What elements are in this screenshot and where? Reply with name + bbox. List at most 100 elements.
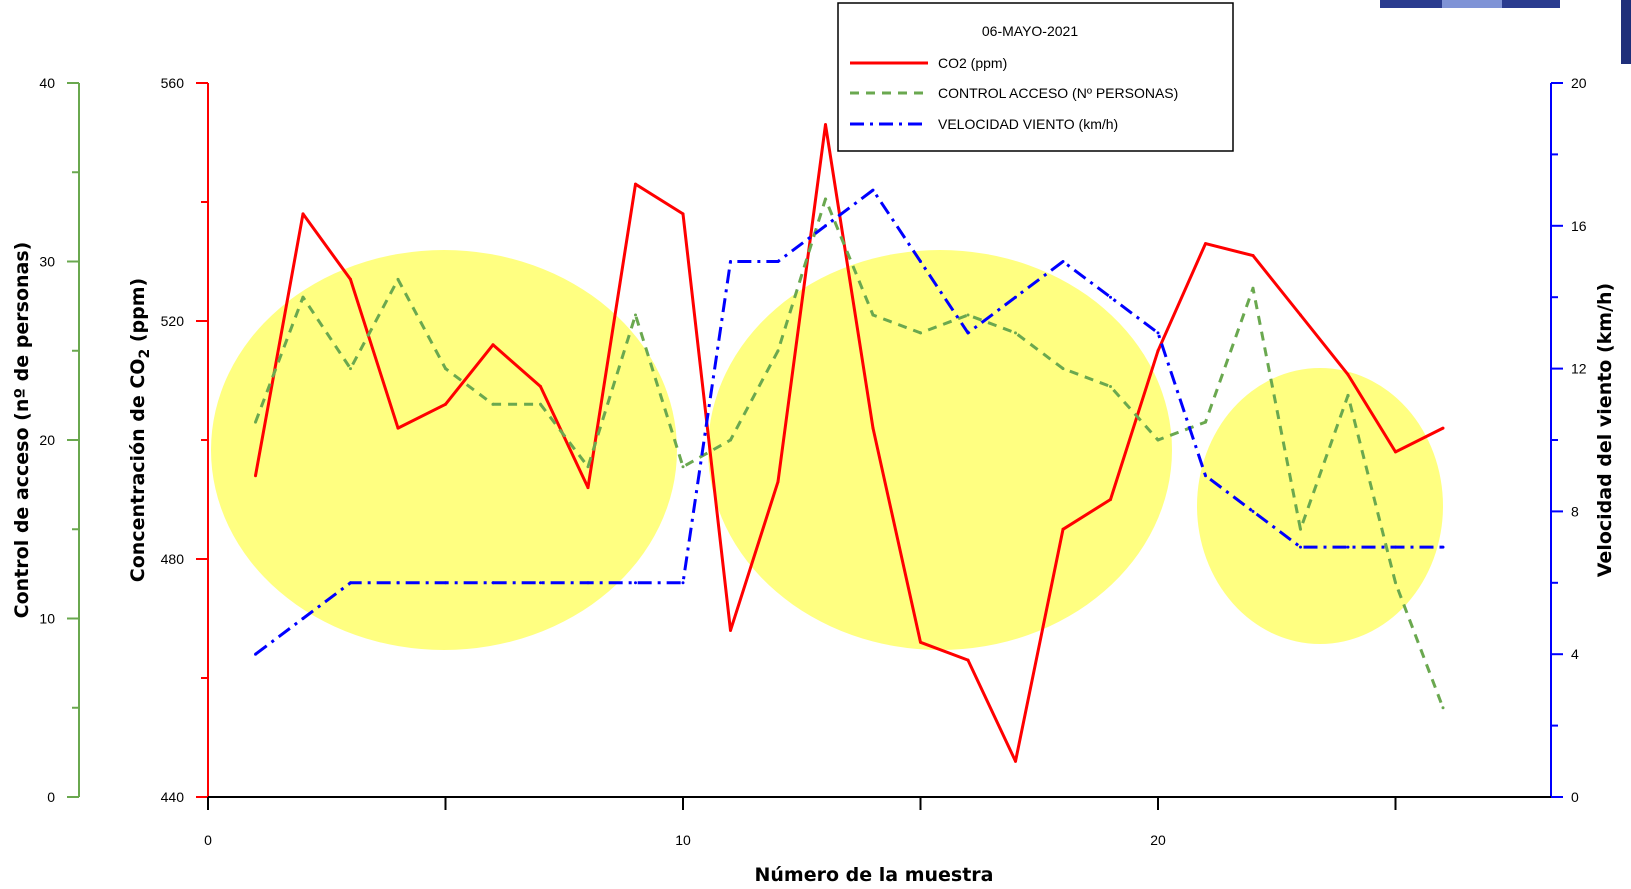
co2-tick-label: 520 [161, 313, 185, 329]
data-point-acceso [1109, 384, 1112, 388]
data-point-co2 [1346, 373, 1350, 377]
data-point-viento [1299, 545, 1302, 549]
data-point-acceso [729, 438, 732, 442]
co2-tick-label: 480 [161, 551, 185, 567]
data-point-acceso [1441, 706, 1445, 710]
x-axis-title: Número de la muestra [755, 864, 994, 886]
data-point-co2 [1014, 759, 1017, 763]
tick-labels: 0 10 20 30 40 440 480 520 560 0 4 8 12 16 20 0 10 20 [39, 75, 1586, 848]
data-point-co2 [254, 474, 257, 478]
legend-label-co2: CO2 (ppm) [938, 55, 1007, 71]
left-inner-axis-title: Concentración de CO2 (ppm) [127, 278, 153, 582]
data-point-acceso [444, 367, 447, 371]
data-point-viento [1204, 474, 1207, 478]
data-point-viento [634, 581, 637, 585]
data-point-co2 [1204, 242, 1207, 246]
viento-tick-label: 20 [1571, 75, 1587, 91]
series-line-co2 [254, 123, 1444, 763]
co2-axis-title-end: (ppm) [127, 278, 149, 349]
viento-tick-label: 12 [1571, 361, 1587, 377]
right-axis-title: Velocidad del viento (km/h) [1594, 283, 1616, 577]
acceso-tick-label: 20 [39, 432, 55, 448]
data-point-viento [1156, 331, 1160, 335]
data-point-co2 [539, 384, 542, 388]
data-point-acceso [1346, 393, 1350, 397]
data-point-co2 [1061, 527, 1065, 531]
data-point-acceso [824, 197, 827, 201]
acceso-tick-label: 10 [39, 611, 55, 627]
data-point-acceso [1061, 367, 1065, 371]
data-point-acceso [254, 420, 257, 424]
axes [67, 82, 1563, 810]
corner-decoration [1380, 0, 1631, 64]
data-point-viento [1441, 545, 1445, 549]
co2-axis-title-sub: 2 [137, 349, 153, 359]
data-point-co2 [776, 480, 780, 484]
data-point-viento [1251, 509, 1255, 513]
data-point-co2 [681, 212, 685, 216]
data-point-acceso [349, 367, 352, 371]
data-point-acceso [634, 313, 637, 317]
data-point-acceso [586, 465, 590, 469]
data-point-viento [491, 581, 495, 585]
data-point-viento [681, 581, 685, 585]
data-point-acceso [491, 402, 495, 406]
data-point-acceso [301, 295, 305, 299]
data-point-co2 [301, 212, 305, 216]
data-point-co2 [586, 486, 590, 490]
viento-tick-label: 16 [1571, 218, 1587, 234]
data-point-viento [1014, 295, 1017, 299]
series-lines [254, 123, 1445, 763]
left-outer-axis-title: Control de acceso (nº de personas) [11, 242, 33, 619]
data-point-co2 [444, 402, 447, 406]
legend-box [837, 2, 1234, 152]
data-point-co2 [634, 182, 637, 186]
data-point-acceso [966, 313, 970, 317]
data-point-viento [966, 331, 970, 335]
data-point-co2 [824, 123, 827, 127]
x-tick-label: 0 [204, 832, 212, 848]
data-point-acceso [396, 277, 400, 281]
data-point-viento [396, 581, 400, 585]
data-point-acceso [1156, 438, 1160, 442]
data-point-co2 [919, 640, 922, 644]
data-point-acceso [776, 349, 780, 353]
highlight-ellipse [708, 250, 1172, 650]
acceso-tick-label: 40 [39, 75, 55, 91]
data-point-co2 [349, 277, 352, 281]
legend-title: 06-MAYO-2021 [982, 23, 1078, 39]
data-point-acceso [1204, 420, 1207, 424]
data-point-viento [444, 581, 447, 585]
data-point-acceso [919, 331, 922, 335]
acceso-tick-label: 30 [39, 254, 55, 270]
data-point-co2 [1441, 426, 1445, 430]
viento-tick-label: 4 [1571, 646, 1579, 662]
data-point-co2 [871, 426, 875, 430]
highlight-ellipses [211, 250, 1443, 650]
highlight-ellipse [211, 250, 677, 650]
co2-tick-label: 560 [161, 75, 185, 91]
data-point-acceso [1251, 286, 1255, 290]
highlight-ellipse [1197, 368, 1443, 644]
data-point-viento [254, 652, 257, 656]
legend-label-acceso: CONTROL ACCESO (Nº PERSONAS) [938, 85, 1178, 101]
data-point-viento [1061, 260, 1065, 263]
data-point-acceso [1014, 331, 1017, 335]
viento-tick-label: 8 [1571, 503, 1579, 519]
data-point-viento [539, 581, 542, 585]
data-point-co2 [1251, 254, 1255, 258]
data-point-viento [871, 188, 875, 192]
data-point-viento [776, 260, 780, 263]
data-point-co2 [396, 426, 400, 430]
data-point-co2 [1109, 498, 1112, 501]
series-line-viento [254, 188, 1443, 656]
data-point-co2 [966, 658, 970, 662]
data-point-acceso [1299, 527, 1302, 531]
data-point-acceso [871, 313, 875, 317]
data-point-viento [919, 260, 922, 263]
series-line-acceso [254, 197, 1445, 709]
data-point-viento [824, 224, 827, 228]
data-point-co2 [1156, 349, 1160, 353]
x-tick-label: 20 [1150, 832, 1166, 848]
